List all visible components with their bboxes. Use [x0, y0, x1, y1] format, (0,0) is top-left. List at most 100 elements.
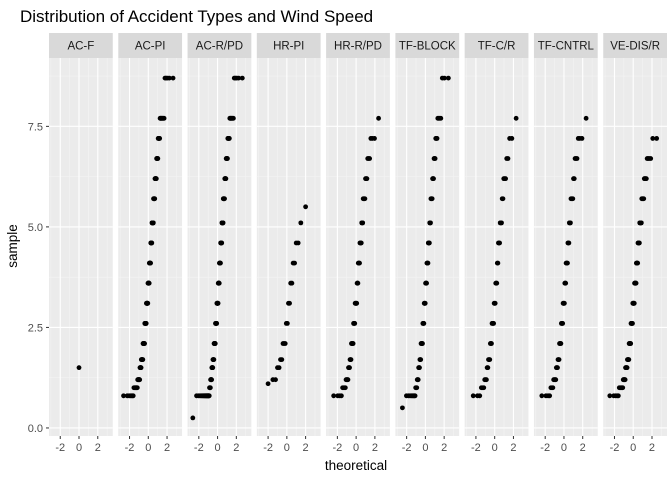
qq-point	[571, 176, 577, 182]
y-axis: 0.0 2.5 5.0 7.5	[28, 121, 49, 435]
qq-point	[222, 196, 227, 202]
qq-point	[303, 204, 309, 210]
x-tick-label: 0	[630, 442, 636, 454]
x-tick-label: -2	[263, 442, 273, 454]
qq-point	[210, 365, 216, 371]
qq-point	[563, 280, 569, 286]
qq-point	[556, 357, 562, 362]
qq-point	[289, 280, 295, 286]
qq-point	[362, 196, 368, 202]
qq-point	[279, 357, 285, 362]
qq-point	[553, 377, 559, 383]
qq-point	[417, 365, 422, 371]
qq-point	[215, 300, 221, 306]
qq-point	[615, 393, 621, 399]
y-axis-title: sample	[5, 224, 20, 268]
qq-point	[415, 377, 421, 383]
qq-point	[209, 377, 215, 383]
x-tick-label: 0	[145, 442, 151, 454]
qq-point	[561, 300, 567, 306]
x-tick-label: -2	[332, 442, 342, 454]
qq-point	[547, 393, 553, 399]
qq-point	[211, 357, 217, 362]
qq-point	[358, 240, 364, 246]
qq-point	[494, 280, 500, 286]
qq-point	[342, 385, 348, 391]
qq-point	[487, 357, 493, 362]
panel-background	[118, 58, 183, 436]
facet-strip-label: TF-C/R	[478, 41, 516, 53]
qq-point	[225, 156, 230, 161]
facet-strip	[533, 33, 598, 58]
qq-point	[170, 75, 176, 81]
qq-point	[207, 385, 213, 391]
qq-point	[630, 321, 635, 326]
qq-point	[497, 240, 502, 246]
qq-point	[414, 385, 420, 391]
y-tick-label: 2.5	[28, 322, 43, 334]
x-tick-label: 2	[510, 442, 516, 454]
qq-point	[574, 156, 580, 161]
qq-point	[654, 136, 660, 141]
qq-point	[513, 115, 519, 121]
qq-point	[481, 385, 487, 391]
qq-point	[470, 393, 476, 399]
qq-point	[429, 196, 435, 202]
qq-point	[339, 393, 344, 399]
qq-point	[418, 357, 424, 362]
facet-strip	[464, 33, 529, 58]
qq-point	[212, 341, 218, 346]
qq-point	[434, 136, 440, 141]
qq-point	[376, 115, 381, 121]
x-tick-label: 2	[164, 442, 170, 454]
qq-point	[357, 260, 362, 266]
qq-point	[276, 365, 282, 371]
facet-strip-label: TF-CNTRL	[538, 41, 595, 53]
qq-point	[432, 156, 438, 161]
qq-point	[284, 321, 290, 326]
qq-point	[121, 393, 126, 399]
qq-point	[425, 260, 431, 266]
x-tick-label: 0	[422, 442, 428, 454]
qq-point	[650, 136, 656, 141]
qq-point	[218, 260, 223, 266]
qq-point	[438, 115, 444, 121]
qq-point	[492, 300, 498, 306]
qq-point	[620, 385, 626, 391]
facet-strip	[326, 33, 390, 58]
qq-point	[331, 393, 337, 399]
x-tick-label: 2	[580, 442, 586, 454]
facet-panel: AC-R/PD -2 0 2	[187, 33, 252, 454]
qq-point	[354, 300, 360, 306]
qq-point	[142, 341, 147, 346]
qq-point	[214, 321, 220, 326]
qq-point	[641, 196, 647, 202]
qq-point	[638, 220, 644, 226]
facet-strip-label: VE-DIS/R	[610, 41, 660, 53]
qq-point	[145, 300, 151, 306]
qq-point	[239, 75, 245, 81]
qq-point	[360, 220, 366, 226]
qq-point	[583, 115, 589, 121]
qq-point	[503, 176, 508, 182]
facet-panel: AC-F -2 0 2	[49, 33, 113, 454]
qq-point	[400, 405, 405, 411]
qq-point	[190, 415, 196, 421]
chart-title: Distribution of Accident Types and Wind …	[20, 7, 373, 26]
qq-point	[367, 156, 373, 161]
x-axis-title: theoretical	[325, 458, 387, 473]
facet-panel: VE-DIS/R -2 0 2	[603, 33, 667, 454]
qq-point	[648, 156, 654, 161]
qq-point	[624, 365, 630, 371]
qq-point	[622, 377, 628, 383]
x-tick-label: 2	[372, 442, 378, 454]
qq-point	[372, 136, 377, 141]
qq-point	[153, 176, 159, 182]
qq-point	[626, 357, 632, 362]
qq-point	[565, 260, 570, 266]
x-tick-label: 2	[95, 442, 101, 454]
facet-strip-label: AC-R/PD	[196, 41, 243, 53]
qq-point	[422, 300, 428, 306]
qq-point	[558, 341, 564, 346]
qq-point	[219, 240, 225, 246]
